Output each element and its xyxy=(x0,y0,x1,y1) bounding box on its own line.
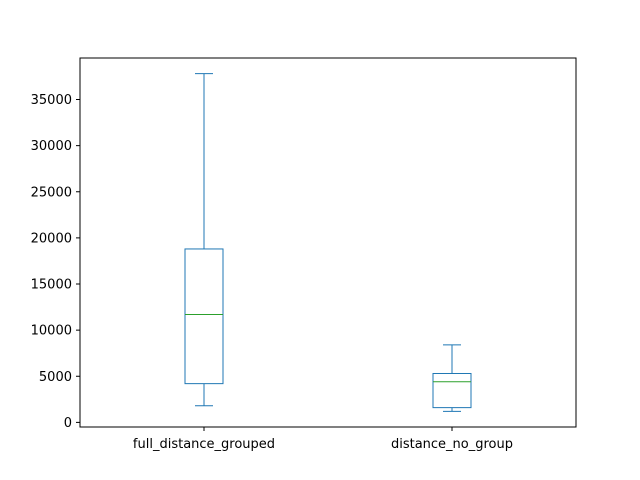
x-tick-label: full_distance_grouped xyxy=(133,437,275,452)
y-tick-label: 20000 xyxy=(31,231,72,246)
y-tick-label: 15000 xyxy=(31,278,72,293)
ticks-layer: 0 5000 10000 15000 20000 25000 30000 35000 full_… xyxy=(31,93,513,452)
box-iqr xyxy=(184,248,224,385)
y-tick-label: 35000 xyxy=(31,93,72,108)
y-tick-label: 30000 xyxy=(31,139,72,154)
y-tick-label: 10000 xyxy=(31,324,72,339)
y-tick-label: 0 xyxy=(64,416,72,431)
plot-area xyxy=(79,57,577,428)
y-tick-label: 25000 xyxy=(31,185,72,200)
x-tick-label: distance_no_group xyxy=(391,437,513,452)
y-tick-label: 5000 xyxy=(39,370,72,385)
box-iqr xyxy=(432,372,472,409)
boxes-layer xyxy=(184,73,472,412)
